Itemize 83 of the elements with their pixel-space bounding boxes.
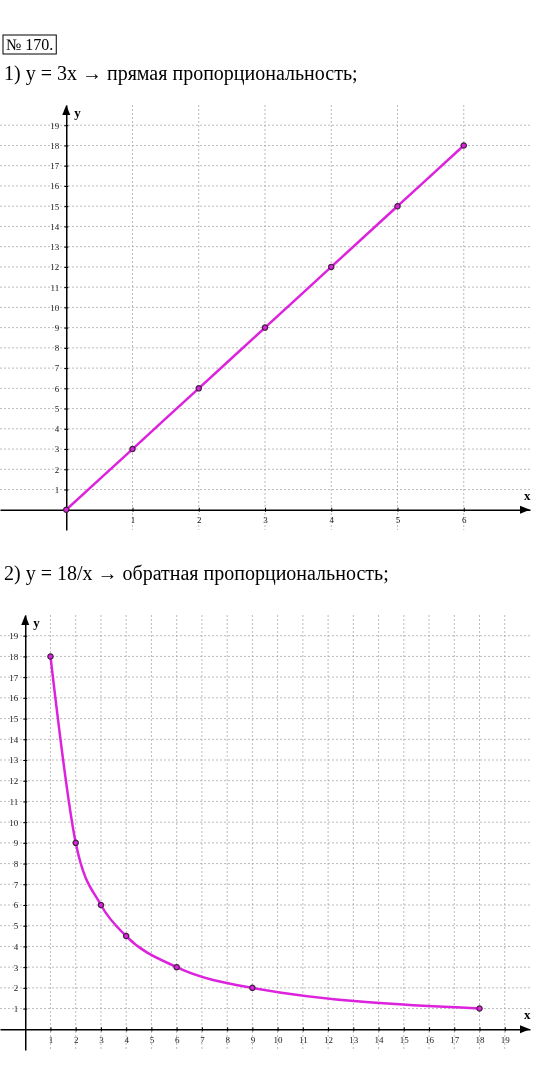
y-tick-label: 2: [13, 983, 19, 994]
y-tick-label: 8: [54, 343, 60, 354]
y-tick-label: 16: [50, 181, 60, 192]
x-axis-title: x: [524, 1007, 531, 1023]
x-tick-label: 6: [174, 1034, 180, 1045]
y-tick-label: 9: [54, 323, 60, 333]
y-tick-label: 11: [9, 796, 19, 807]
point: [195, 385, 202, 392]
x-tick-label: 5: [149, 1034, 155, 1045]
y-tick-label: 2: [54, 464, 60, 475]
y-tick-label: 3: [13, 962, 19, 973]
y-tick-label: 6: [13, 900, 19, 911]
y-tick-label: 18: [50, 140, 60, 151]
x-tick-label: 4: [329, 515, 335, 526]
x-tick-label: 13: [349, 1034, 359, 1045]
point: [328, 263, 335, 271]
x-tick-label: 7: [200, 1034, 206, 1045]
text: № 170.: [6, 36, 54, 53]
x-tick-label: 14: [374, 1034, 385, 1045]
y-tick-label: 5: [13, 921, 19, 932]
point: [47, 653, 54, 660]
y-tick-label: 11: [50, 282, 60, 293]
chart-title: 2) y = 18/x → обратная пропорциональность;: [4, 562, 389, 585]
point: [261, 324, 269, 331]
y-axis-title: y: [74, 105, 82, 120]
y-tick-label: 19: [9, 631, 19, 642]
y-axis-title: y: [33, 615, 41, 630]
y-tick-label: 3: [54, 444, 60, 455]
y-tick-label: 19: [50, 120, 60, 131]
point: [460, 142, 467, 149]
x-tick-label: 2: [73, 1034, 79, 1045]
y-tick-label: 8: [13, 858, 19, 869]
y-tick-label: 1: [54, 484, 60, 495]
y-tick-label: 16: [9, 693, 19, 704]
x-tick-label: 8: [225, 1034, 231, 1045]
x-tick-label: 5: [395, 515, 401, 526]
y-tick-label: 13: [50, 242, 60, 253]
y-tick-label: 12: [50, 262, 60, 273]
x-tick-label: 10: [273, 1034, 284, 1045]
y-tick-label: 10: [50, 302, 60, 313]
y-tick-label: 14: [50, 221, 60, 232]
x-tick-label: 1: [130, 515, 136, 526]
x-tick-label: 18: [475, 1034, 486, 1045]
chart-title: 1) y = 3x → прямая пропорциональность;: [4, 62, 358, 85]
x-tick-label: 4: [124, 1034, 130, 1045]
y-tick-label: 5: [54, 403, 60, 414]
y-tick-label: 7: [54, 363, 60, 374]
x-tick-label: 3: [99, 1034, 105, 1045]
y-tick-label: 17: [50, 161, 60, 172]
x-tick-label: 17: [450, 1034, 460, 1045]
point: [122, 932, 130, 940]
x-tick-label: 2: [197, 515, 202, 526]
point: [97, 901, 105, 909]
point: [129, 445, 136, 453]
x-tick-label: 19: [500, 1034, 511, 1045]
y-tick-label: 12: [9, 776, 19, 787]
y-tick-label: 9: [13, 838, 19, 849]
x-tick-label: 16: [425, 1034, 435, 1045]
x-tick-label: 12: [324, 1034, 334, 1045]
y-tick-label: 7: [13, 879, 19, 890]
y-tick-label: 15: [50, 201, 60, 212]
point: [63, 506, 70, 513]
y-tick-label: 4: [13, 941, 19, 952]
y-tick-label: 14: [9, 734, 19, 745]
x-tick-label: 3: [263, 515, 269, 526]
y-tick-label: 1: [13, 1003, 19, 1014]
y-tick-label: 15: [9, 713, 19, 724]
point: [476, 1005, 483, 1012]
point: [72, 839, 79, 847]
point: [394, 202, 401, 210]
point: [173, 963, 180, 971]
y-tick-label: 6: [54, 383, 60, 394]
y-tick-label: 13: [9, 755, 19, 766]
x-tick-label: 11: [299, 1034, 308, 1045]
x-tick-label: 15: [399, 1034, 410, 1045]
y-tick-label: 18: [9, 651, 19, 662]
x-axis-title: x: [524, 487, 531, 503]
x-tick-label: 9: [250, 1034, 256, 1045]
y-tick-label: 4: [54, 424, 60, 435]
y-tick-label: 10: [9, 817, 19, 828]
y-tick-label: 17: [9, 672, 19, 683]
point: [249, 984, 256, 992]
x-tick-label: 6: [462, 515, 467, 526]
